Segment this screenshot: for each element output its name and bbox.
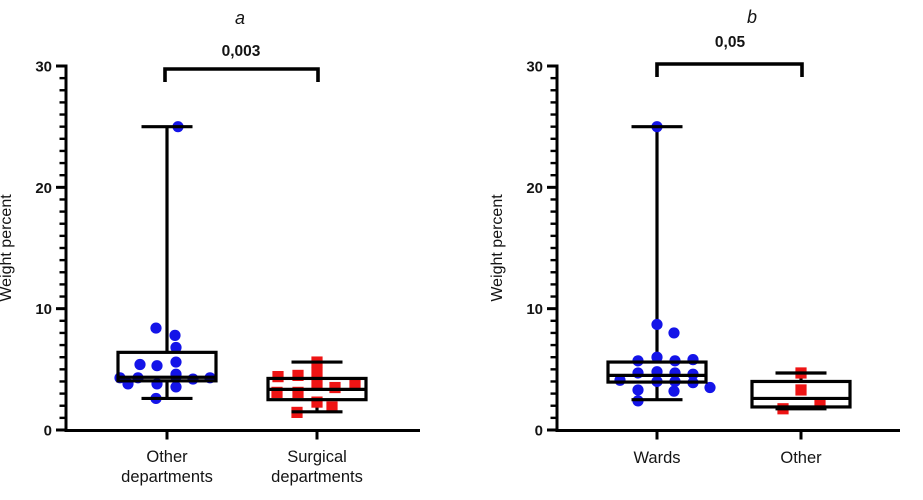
- category-label: Other: [146, 448, 188, 466]
- data-point: [292, 386, 304, 398]
- data-point: [187, 373, 199, 385]
- category-label: departments: [271, 468, 363, 486]
- data-point: [271, 386, 283, 398]
- y-tick-label: 0: [535, 423, 543, 440]
- data-point: [311, 367, 323, 379]
- y-tick-label: 20: [526, 180, 543, 197]
- data-point: [150, 322, 162, 334]
- category-label: Surgical: [287, 448, 347, 466]
- box: [750, 379, 852, 409]
- data-point: [651, 351, 663, 363]
- y-tick-label: 10: [35, 301, 52, 318]
- category-label: departments: [121, 468, 213, 486]
- data-point: [292, 369, 304, 382]
- data-point: [170, 381, 182, 393]
- box: [116, 350, 218, 383]
- data-point: [151, 360, 163, 372]
- data-point: [704, 381, 716, 394]
- significance-bracket: [163, 67, 320, 82]
- data-point: [668, 385, 680, 397]
- data-point: [814, 397, 826, 409]
- y-axis-title: Weight percent: [0, 194, 15, 302]
- data-point: [170, 341, 182, 354]
- data-point: [170, 356, 182, 368]
- data-point: [134, 358, 146, 371]
- category-label: Wards: [633, 449, 680, 467]
- category-label: Other: [780, 449, 822, 467]
- panel-title: b: [747, 7, 757, 27]
- significance-label: 0,003: [222, 43, 261, 60]
- data-point: [169, 329, 181, 341]
- data-point: [311, 377, 323, 389]
- data-point: [651, 318, 663, 331]
- y-tick-label: 10: [526, 301, 543, 318]
- y-tick-label: 30: [35, 59, 52, 76]
- y-tick-label: 30: [526, 59, 543, 76]
- data-point: [326, 401, 338, 413]
- box: [606, 360, 708, 384]
- significance-bracket: [655, 62, 804, 77]
- data-point: [668, 327, 680, 339]
- data-point: [329, 381, 341, 394]
- panel-title: a: [235, 8, 245, 28]
- data-point: [272, 371, 284, 383]
- data-point: [349, 379, 361, 391]
- data-point: [311, 396, 323, 408]
- data-point: [795, 384, 807, 396]
- data-point: [632, 384, 644, 396]
- significance-label: 0,05: [715, 34, 746, 51]
- y-axis-title: Weight percent: [489, 194, 506, 302]
- y-tick-label: 20: [35, 180, 52, 197]
- y-tick-label: 0: [44, 423, 52, 440]
